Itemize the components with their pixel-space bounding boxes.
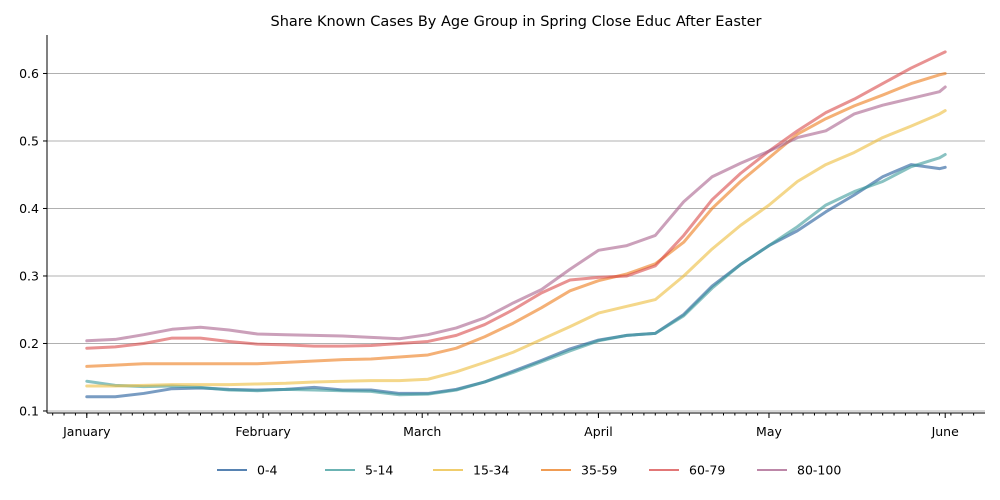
legend-label-5-14: 5-14 bbox=[365, 463, 393, 478]
y-tick-label: 0.4 bbox=[19, 201, 39, 216]
legend-label-0-4: 0-4 bbox=[257, 463, 277, 478]
chart-title: Share Known Cases By Age Group in Spring… bbox=[271, 14, 762, 30]
series-line-5-14 bbox=[85, 152, 947, 397]
x-tick-label: April bbox=[584, 424, 613, 439]
series-line-80-100 bbox=[85, 85, 947, 343]
x-tick-label: May bbox=[756, 424, 782, 439]
gridlines bbox=[47, 72, 985, 412]
x-tick-label: February bbox=[235, 424, 291, 439]
y-tick-label: 0.6 bbox=[19, 66, 39, 81]
legend-label-80-100: 80-100 bbox=[797, 463, 841, 478]
series-lines bbox=[85, 50, 947, 399]
legend-label-60-79: 60-79 bbox=[689, 463, 725, 478]
series-line-60-79 bbox=[85, 50, 947, 350]
axes: 0.1 0.2 0.3 0.4 0.5 0.6 January February March Ap… bbox=[19, 35, 985, 439]
legend-label-15-34: 15-34 bbox=[473, 463, 509, 478]
y-tick-label: 0.2 bbox=[19, 336, 39, 351]
series-line-35-59 bbox=[85, 71, 947, 368]
x-tick-label: June bbox=[931, 424, 960, 439]
series-line-15-34 bbox=[85, 109, 947, 388]
x-tick-label: January bbox=[62, 424, 111, 439]
y-tick-label: 0.1 bbox=[19, 403, 39, 418]
legend: 0-4 5-14 15-34 35-59 60-79 80-100 bbox=[217, 463, 841, 478]
x-tick-label: March bbox=[403, 424, 441, 439]
y-tick-label: 0.3 bbox=[19, 268, 39, 283]
y-tick-label: 0.5 bbox=[19, 133, 39, 148]
legend-label-35-59: 35-59 bbox=[581, 463, 617, 478]
